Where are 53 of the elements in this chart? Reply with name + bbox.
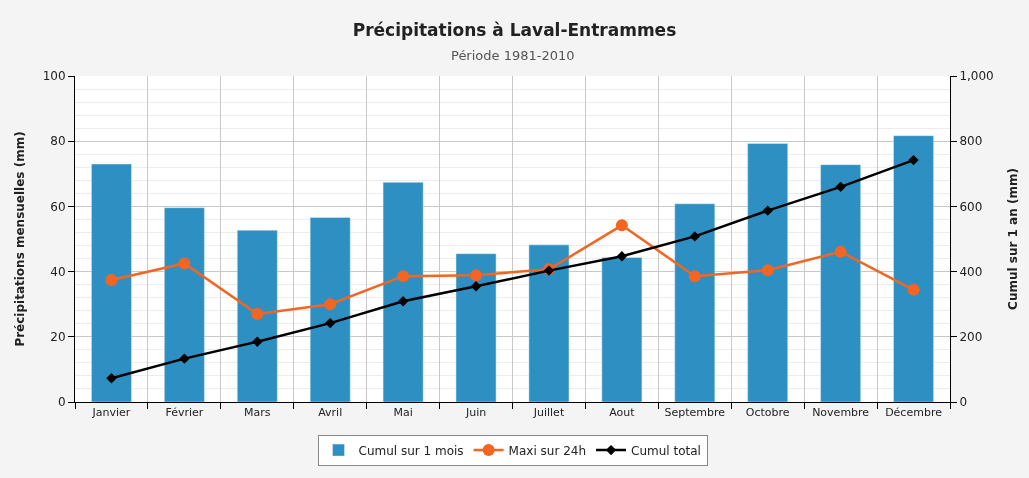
legend-label: Maxi sur 24h: [508, 443, 587, 458]
point: [834, 245, 847, 258]
point: [470, 281, 482, 292]
y2-tick-label: 1,000: [959, 69, 994, 84]
x-tick-label: Mai: [393, 406, 413, 420]
legend-label: Cumul total: [631, 443, 701, 458]
point: [907, 283, 920, 296]
y-tick-label: 100: [42, 69, 66, 84]
y2-tick-label: 200: [959, 330, 983, 344]
point: [908, 154, 919, 166]
x-tick-label: Septembre: [664, 406, 726, 420]
x-tick-label: Février: [165, 406, 204, 420]
point: [251, 307, 264, 320]
point: [179, 353, 190, 364]
y-axis-title: Précipitations mensuelles (mm): [12, 131, 27, 347]
point: [689, 231, 700, 242]
point: [105, 274, 118, 287]
point: [178, 257, 191, 270]
x-tick-label: Novembre: [812, 406, 870, 420]
point: [688, 270, 701, 283]
point: [835, 181, 846, 193]
point: [324, 298, 337, 311]
point: [397, 296, 409, 307]
point: [615, 219, 628, 232]
point: [470, 269, 483, 282]
legend-label: Cumul sur 1 mois: [358, 443, 464, 458]
y2-tick-label: 600: [959, 199, 983, 214]
y2-tick-label: 0: [959, 395, 968, 410]
point: [761, 264, 774, 277]
y-tick-label: 20: [50, 330, 66, 344]
y2-tick-label: 400: [959, 264, 983, 279]
x-tick-label: Décembre: [885, 406, 943, 420]
y-tick-label: 80: [50, 134, 66, 149]
chart-title: Précipitations à Laval-Entrammes: [352, 19, 677, 40]
x-tick-label: Aout: [609, 406, 636, 420]
point: [397, 270, 410, 283]
y2-axis-title: Cumul sur 1 an (mm): [1005, 168, 1020, 310]
x-tick-label: Octobre: [745, 406, 790, 420]
x-tick-label: Juillet: [532, 406, 565, 420]
x-tick-label: Mars: [244, 406, 271, 420]
point: [762, 205, 773, 216]
x-tick-label: Janvier: [91, 406, 131, 420]
point: [616, 251, 628, 262]
y2-tick-label: 800: [959, 134, 983, 149]
point: [252, 336, 263, 347]
y-tick-label: 40: [50, 264, 66, 279]
point: [106, 373, 117, 384]
x-tick-label: Avril: [318, 406, 343, 420]
x-tick-label: Juin: [464, 406, 487, 420]
y-tick-label: 0: [57, 395, 66, 410]
chart-subtitle: Période 1981-2010: [451, 48, 575, 63]
y-tick-label: 60: [50, 199, 66, 214]
point: [325, 317, 336, 329]
